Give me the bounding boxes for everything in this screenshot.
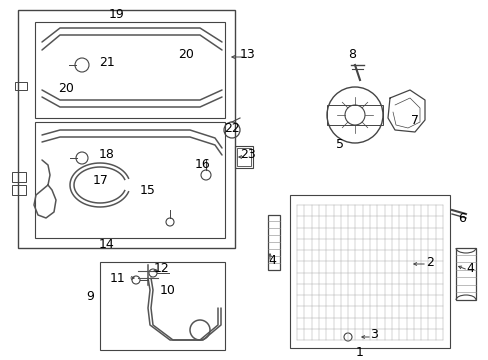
Text: 19: 19 (109, 8, 124, 21)
Bar (289, 195, 449, 348)
Bar (18, 10, 235, 248)
Text: 22: 22 (224, 122, 240, 135)
Text: 21: 21 (99, 55, 115, 68)
Text: 12: 12 (154, 261, 169, 274)
Text: 4: 4 (465, 261, 473, 274)
Text: 23: 23 (240, 148, 255, 162)
Text: 8: 8 (347, 49, 355, 62)
Bar (35, 22, 224, 118)
Text: 11: 11 (110, 271, 125, 284)
Text: 6: 6 (457, 211, 465, 225)
Bar (237, 148, 250, 166)
Text: 9: 9 (86, 289, 94, 302)
Text: 3: 3 (369, 328, 377, 342)
Bar (235, 146, 252, 168)
Text: 7: 7 (410, 113, 418, 126)
Text: 17: 17 (93, 174, 109, 186)
Bar (326, 105, 382, 125)
Text: 10: 10 (160, 284, 176, 297)
Text: 20: 20 (58, 81, 74, 94)
Text: 18: 18 (99, 148, 115, 162)
Text: 20: 20 (178, 49, 194, 62)
Bar (12, 172, 26, 182)
Text: 14: 14 (99, 238, 115, 251)
Text: 2: 2 (425, 256, 433, 269)
Text: 1: 1 (355, 346, 363, 359)
Bar (100, 262, 224, 350)
Bar (455, 248, 475, 300)
Bar (267, 215, 280, 270)
Bar (15, 82, 27, 90)
Bar (12, 185, 26, 195)
Text: 13: 13 (240, 49, 255, 62)
Text: 4: 4 (267, 253, 275, 266)
Text: 15: 15 (140, 184, 156, 197)
Text: 16: 16 (195, 158, 210, 171)
Text: 5: 5 (335, 139, 343, 152)
Bar (35, 122, 224, 238)
